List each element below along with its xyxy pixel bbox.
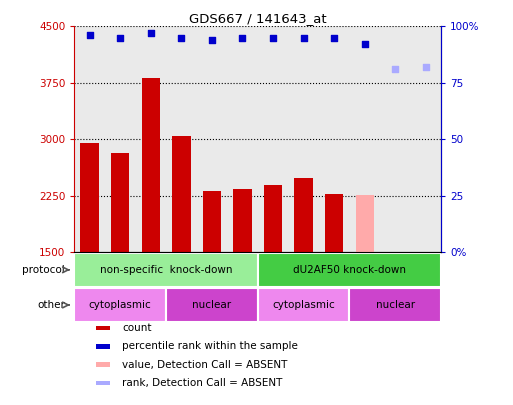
Text: percentile rank within the sample: percentile rank within the sample <box>122 341 298 352</box>
Text: value, Detection Call = ABSENT: value, Detection Call = ABSENT <box>122 360 287 370</box>
Bar <box>96 344 109 349</box>
Point <box>361 41 369 48</box>
FancyBboxPatch shape <box>258 288 349 322</box>
Point <box>391 66 400 72</box>
Text: nuclear: nuclear <box>376 300 415 310</box>
Bar <box>196 26 227 252</box>
Bar <box>264 185 282 252</box>
Bar <box>349 26 380 252</box>
Point <box>239 34 247 41</box>
Text: protocol: protocol <box>23 265 65 275</box>
Bar <box>74 26 105 252</box>
Bar <box>233 189 252 252</box>
Bar <box>203 191 221 252</box>
Text: rank, Detection Call = ABSENT: rank, Detection Call = ABSENT <box>122 378 283 388</box>
Title: GDS667 / 141643_at: GDS667 / 141643_at <box>189 12 327 25</box>
FancyBboxPatch shape <box>258 253 441 287</box>
Bar <box>356 195 374 252</box>
Point <box>177 34 186 41</box>
Bar <box>294 179 313 252</box>
Bar <box>258 26 288 252</box>
Bar <box>319 26 349 252</box>
Bar <box>410 26 441 252</box>
Bar <box>227 26 258 252</box>
Point <box>330 34 338 41</box>
Text: nuclear: nuclear <box>192 300 231 310</box>
Bar <box>172 136 190 252</box>
Point <box>269 34 277 41</box>
Text: count: count <box>122 323 151 333</box>
Text: cytoplasmic: cytoplasmic <box>272 300 335 310</box>
Bar <box>96 381 109 385</box>
Point <box>300 34 308 41</box>
Bar <box>166 26 196 252</box>
Bar <box>142 78 160 252</box>
Text: other: other <box>37 300 65 310</box>
Bar <box>96 326 109 330</box>
Text: cytoplasmic: cytoplasmic <box>89 300 152 310</box>
Bar <box>380 26 410 252</box>
FancyBboxPatch shape <box>74 253 258 287</box>
Point <box>422 64 430 70</box>
FancyBboxPatch shape <box>74 288 166 322</box>
Text: dU2AF50 knock-down: dU2AF50 knock-down <box>293 265 406 275</box>
FancyBboxPatch shape <box>349 288 441 322</box>
Bar <box>105 26 135 252</box>
Bar <box>111 153 129 252</box>
Point <box>208 36 216 43</box>
Point <box>86 32 94 38</box>
Point <box>116 34 124 41</box>
Point <box>147 30 155 36</box>
Bar <box>135 26 166 252</box>
Bar <box>325 194 343 252</box>
Bar <box>81 143 99 252</box>
Bar <box>288 26 319 252</box>
Text: non-specific  knock-down: non-specific knock-down <box>100 265 232 275</box>
Bar <box>96 362 109 367</box>
FancyBboxPatch shape <box>166 288 258 322</box>
